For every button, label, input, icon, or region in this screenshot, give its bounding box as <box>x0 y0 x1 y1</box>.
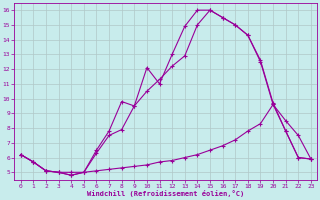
X-axis label: Windchill (Refroidissement éolien,°C): Windchill (Refroidissement éolien,°C) <box>87 190 244 197</box>
